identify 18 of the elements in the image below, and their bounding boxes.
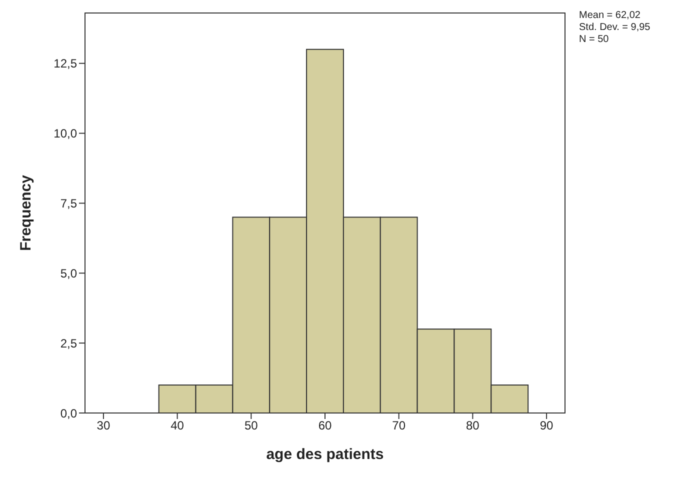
y-tick-label: 10,0: [54, 126, 78, 141]
text: Std. Dev. = 9,95: [579, 22, 650, 34]
x-tick-label: 40: [170, 418, 184, 433]
text: Mean = 62,02: [579, 10, 642, 22]
y-axis-title: Frequency: [17, 174, 34, 251]
x-axis-title: age des patients: [266, 446, 384, 463]
x-tick-label: 60: [318, 418, 332, 433]
y-tick-label: 7,5: [60, 196, 78, 210]
x-tick-label: 90: [540, 418, 554, 433]
y-tick-label: 0,0: [60, 406, 78, 420]
y-tick-label: 12,5: [54, 56, 78, 71]
x-tick-label: 50: [244, 418, 258, 433]
y-tick-label: 5,0: [60, 266, 78, 280]
x-tick-label: 70: [392, 418, 406, 433]
y-tick-label: 2,5: [60, 336, 78, 350]
text: N = 50: [579, 34, 610, 46]
x-tick-label: 30: [96, 418, 110, 433]
x-tick-label: 80: [466, 418, 480, 433]
